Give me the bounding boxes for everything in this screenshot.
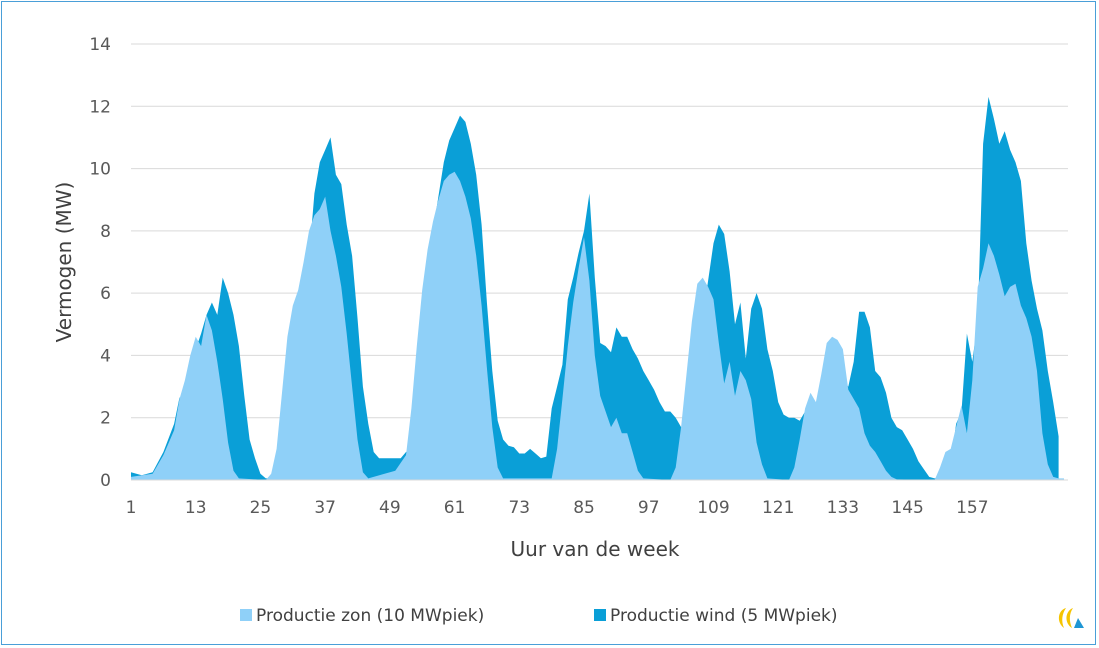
y-tick-labels: 0 2 4 6 8 10 12 14 [89, 35, 111, 491]
y-tick-label: 12 [89, 97, 111, 117]
x-tick-label: 145 [891, 498, 923, 518]
legend-label-wind: Productie wind (5 MWpiek) [610, 606, 838, 626]
x-tick-label: 25 [250, 498, 272, 518]
x-axis-title: Uur van de week [511, 537, 680, 561]
y-tick-label: 0 [100, 471, 111, 491]
y-tick-label: 4 [100, 346, 111, 366]
legend-label-zon: Productie zon (10 MWpiek) [256, 606, 484, 626]
x-tick-label: 85 [573, 498, 595, 518]
areas [131, 96, 1064, 481]
y-tick-label: 10 [89, 160, 111, 180]
series-area-zon [131, 171, 1064, 480]
y-tick-label: 14 [89, 35, 111, 55]
x-tick-labels: 1 13 25 37 49 61 73 85 97 109 121 133 145 157 [126, 498, 989, 518]
x-tick-label: 49 [379, 498, 401, 518]
y-axis-title: Vermogen (MW) [52, 182, 76, 343]
x-tick-label: 1 [126, 498, 137, 518]
x-tick-label: 157 [956, 498, 988, 518]
legend-item-zon: Productie zon (10 MWpiek) [240, 606, 484, 626]
legend-swatch-zon [240, 609, 252, 621]
x-tick-label: 61 [444, 498, 466, 518]
x-tick-label: 13 [185, 498, 207, 518]
x-tick-label: 121 [762, 498, 794, 518]
legend-item-wind: Productie wind (5 MWpiek) [594, 606, 838, 626]
x-tick-label: 97 [638, 498, 660, 518]
x-tick-label: 133 [827, 498, 859, 518]
x-tick-label: 37 [314, 498, 336, 518]
y-tick-label: 6 [100, 284, 111, 304]
legend: Productie zon (10 MWpiek) Productie wind… [240, 606, 838, 626]
logo-icon [1058, 608, 1084, 628]
x-tick-label: 109 [697, 498, 729, 518]
y-tick-label: 8 [100, 222, 111, 242]
x-tick-label: 73 [508, 498, 530, 518]
legend-swatch-wind [594, 609, 606, 621]
series-area-wind [131, 96, 1059, 481]
y-tick-label: 2 [100, 409, 111, 429]
